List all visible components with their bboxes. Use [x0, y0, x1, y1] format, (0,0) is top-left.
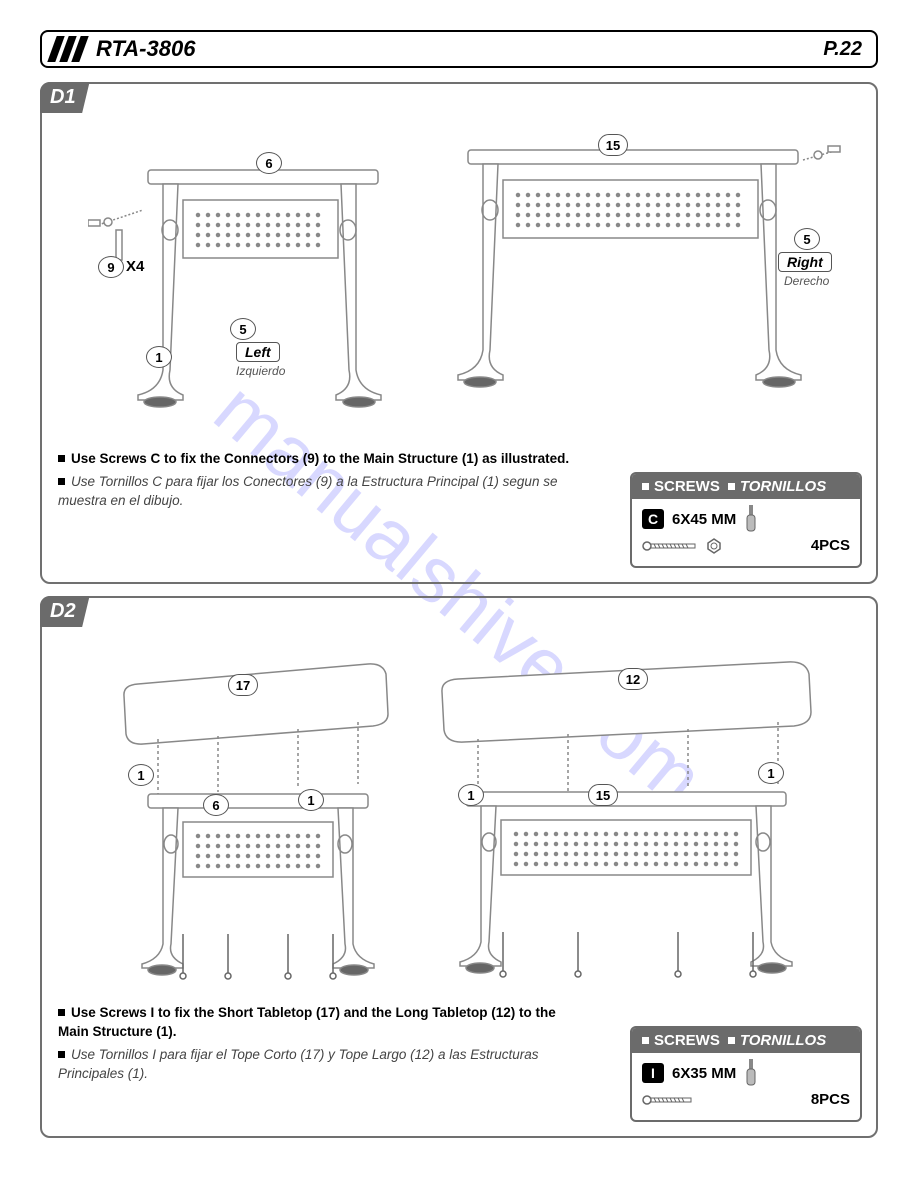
- nut-icon: [706, 538, 722, 554]
- d2-instructions: Use Screws I to fix the Short Tabletop (…: [58, 1004, 588, 1088]
- d1-left-desk-illustration: [88, 130, 418, 430]
- d2-screws-box: SCREWS TORNILLOS I 6X35 MM 8PCS: [630, 1026, 862, 1122]
- screw-letter-c: C: [642, 509, 664, 529]
- callout-17: 17: [228, 674, 258, 696]
- callout-5-right: 5: [794, 228, 820, 250]
- bolt-icon: [642, 541, 698, 551]
- callout-9-qty: X4: [126, 258, 144, 275]
- callout-1d: 1: [758, 762, 784, 784]
- page-header: RTA-3806 P.22: [40, 30, 878, 68]
- callout-12: 12: [618, 668, 648, 690]
- page-number: P.22: [823, 38, 862, 61]
- callout-9: 9: [98, 256, 124, 278]
- screw-letter-i: I: [642, 1063, 664, 1083]
- d1-screws-box: SCREWS TORNILLOS C 6X45 MM 4PCS: [630, 472, 862, 568]
- callout-1c: 1: [458, 784, 484, 806]
- step-d2-panel: D2: [40, 596, 878, 1138]
- left-sublabel: Izquierdo: [236, 364, 285, 378]
- screw-size-c: 6X45 MM: [672, 511, 736, 528]
- callout-15: 15: [598, 134, 628, 156]
- right-label: Right: [778, 252, 832, 272]
- d2-left-assembly: [98, 644, 408, 984]
- screw-qty-i: 8PCS: [811, 1091, 850, 1108]
- step-d1-tab: D1: [40, 82, 90, 113]
- model-number: RTA-3806: [96, 36, 195, 62]
- step-d1-panel: D1: [40, 82, 878, 584]
- callout-5-left: 5: [230, 318, 256, 340]
- header-logo-slashes: [42, 36, 84, 62]
- d1-instruction-es: Use Tornillos C para fijar los Conectore…: [58, 474, 557, 508]
- callout-6: 6: [256, 152, 282, 174]
- screw-qty-c: 4PCS: [811, 537, 850, 554]
- callout-15-d2: 15: [588, 784, 618, 806]
- d1-instructions: Use Screws C to fix the Connectors (9) t…: [58, 450, 588, 515]
- callout-1: 1: [146, 346, 172, 368]
- d2-instruction-en: Use Screws I to fix the Short Tabletop (…: [58, 1005, 556, 1039]
- step-d2-tab: D2: [40, 596, 90, 627]
- right-sublabel: Derecho: [784, 274, 829, 288]
- d2-instruction-es: Use Tornillos I para fijar el Tope Corto…: [58, 1047, 538, 1081]
- d2-right-assembly: [418, 644, 838, 984]
- screws-header: SCREWS TORNILLOS: [632, 474, 860, 499]
- d2-diagram: 17 12 1 6 1 1 15 1: [58, 634, 860, 1004]
- screw-size-i: 6X35 MM: [672, 1065, 736, 1082]
- callout-1b: 1: [298, 789, 324, 811]
- d1-diagram: 6 15 9 X4 5 5 1 Left Izquierdo Right Der…: [58, 120, 860, 450]
- left-label: Left: [236, 342, 280, 362]
- bolt-icon-2: [642, 1095, 698, 1105]
- screwdriver-icon-2: [744, 1059, 758, 1087]
- callout-1a: 1: [128, 764, 154, 786]
- callout-6-d2: 6: [203, 794, 229, 816]
- screws-header-d2: SCREWS TORNILLOS: [632, 1028, 860, 1053]
- d1-instruction-en: Use Screws C to fix the Connectors (9) t…: [71, 451, 569, 466]
- screwdriver-icon: [744, 505, 758, 533]
